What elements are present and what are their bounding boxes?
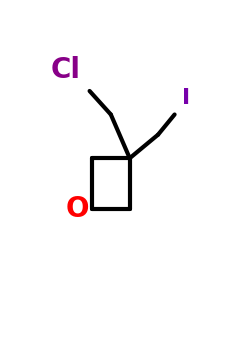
Text: Cl: Cl xyxy=(50,56,80,84)
Text: I: I xyxy=(182,88,190,108)
Text: O: O xyxy=(66,195,90,223)
